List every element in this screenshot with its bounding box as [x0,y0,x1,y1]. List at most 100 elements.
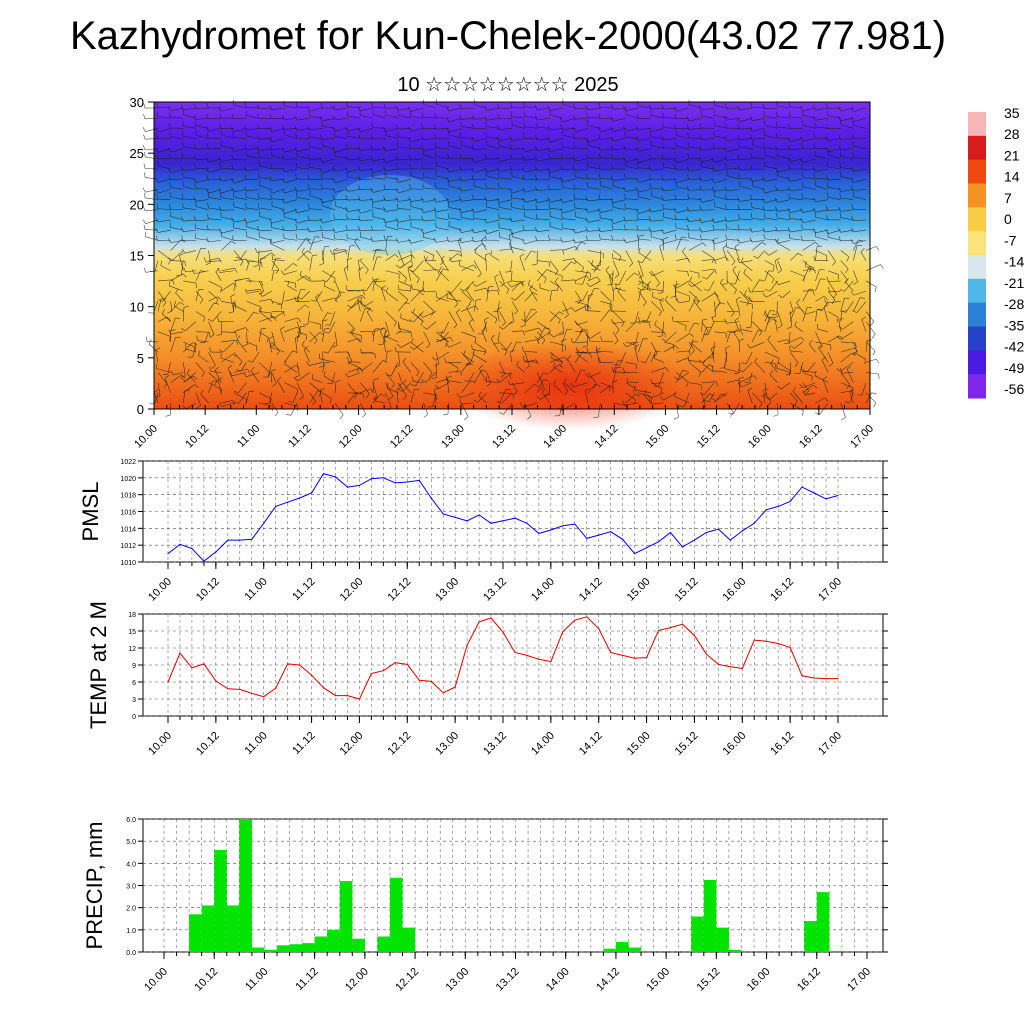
wind-barb-flag [248,277,252,283]
wind-barb [642,285,652,292]
wind-barb-flag [382,217,386,223]
wind-barb-flag [598,145,601,151]
wind-barb [484,319,488,332]
wind-barb-flag [329,249,333,255]
wind-barb [390,362,399,377]
wind-barb-flag [273,316,277,322]
wind-barb-flag [674,164,677,170]
wind-barb [549,226,563,231]
wind-barb [358,269,361,281]
wind-barb-flag [457,237,463,242]
wind-barb-flag [642,301,647,307]
wind-barb-flag [395,237,399,243]
wind-barb [221,283,234,292]
data-point [813,492,815,494]
wind-barb-flag [734,372,740,375]
wind-barb-flag [322,319,328,322]
wind-barb [436,175,449,180]
colorbar-label: 14 [1004,169,1020,185]
wind-barb [726,239,740,241]
wind-barb-flag [183,267,186,272]
data-point [239,539,241,541]
wind-barb-flag [395,264,401,269]
data-point [287,663,289,665]
wind-barb [284,105,298,109]
colorbar-swatch [968,374,986,399]
wind-barb [195,289,199,302]
wind-barb [473,341,487,351]
wind-barb [296,228,310,231]
wind-barb [268,338,273,353]
wind-barb [536,218,550,221]
wind-barb [840,250,850,258]
wind-barb [360,148,373,151]
wind-barb-flag [548,234,550,240]
wind-barb [635,389,652,394]
wind-barb [638,178,652,183]
wind-barb [217,379,222,393]
wind-barb [802,228,816,231]
wind-barb [612,107,626,110]
wind-barb-flag [794,362,799,367]
wind-barb [650,114,664,119]
wind-barb-flag [379,327,385,332]
wind-barb-flag [202,316,206,322]
wind-barb-flag [496,306,502,310]
wind-barb [272,259,285,261]
wind-barb [398,189,411,194]
wind-barb [347,321,355,330]
data-point [825,498,827,500]
wind-barb [840,239,854,242]
wind-barb [170,216,184,221]
wind-barb [842,321,854,330]
wind-barb [853,290,867,296]
wind-barb-flag [382,157,386,163]
wind-barb [221,107,234,112]
wind-barb-flag [622,367,625,373]
wind-barb-flag [218,349,224,353]
wind-barb-flag [459,153,462,159]
wind-barb [701,381,717,383]
wind-barb [271,402,279,413]
wind-barb-flag [799,383,803,389]
wind-barb [688,359,702,363]
wind-barb-flag [686,116,690,122]
wind-barb [461,126,475,129]
wind-barb-flag [143,206,146,211]
wind-barb [208,296,219,302]
wind-barb [315,297,323,312]
wind-barb-flag [698,157,702,163]
wind-barb-flag [389,395,394,400]
chart-title: Kazhydromet for Kun-Chelek-2000(43.02 77… [69,14,947,58]
wind-barb [157,250,171,260]
y-tick-label: 15 [128,629,136,636]
wind-barb [789,362,791,374]
wind-barb [840,270,848,280]
x-tick-label: 17.00 [845,966,873,994]
wind-barb [662,280,665,293]
wind-barb [312,378,323,383]
wind-barb [802,158,816,163]
wind-barb-flag [585,217,589,223]
wind-barb-flag [599,212,601,218]
wind-barb [158,189,171,194]
wind-barb-flag [206,133,209,139]
wind-barb-flag [522,225,525,231]
wind-barb-flag [370,225,373,231]
wind-barb-flag [811,376,813,382]
wind-barb-flag [357,258,363,262]
data-point [574,523,576,525]
wind-barb [448,226,462,231]
wind-barb [511,148,525,150]
wind-barb-flag [648,127,652,133]
y-tick-label: 3 [132,697,136,704]
wind-barb [600,148,614,151]
wind-barb [303,349,310,363]
wind-barb-flag [801,224,803,230]
wind-barb-flag [496,167,500,172]
wind-barb-flag [596,276,601,281]
wind-barb [650,136,664,139]
wind-barb-flag [438,266,442,271]
wind-barb [739,117,753,123]
wind-barb-flag [333,214,335,220]
